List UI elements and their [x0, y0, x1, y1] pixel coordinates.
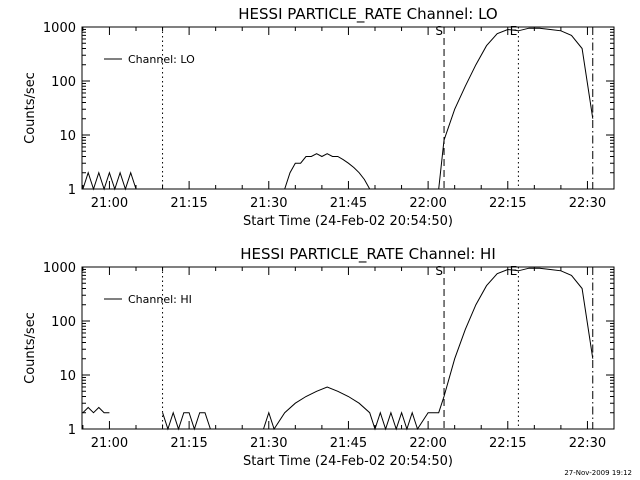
- x-tick-label: 22:00: [409, 196, 446, 211]
- y-tick-label: 1000: [43, 21, 76, 36]
- series-line: [284, 153, 371, 190]
- y-tick-label: 10: [59, 369, 76, 384]
- x-tick-label: 21:30: [250, 196, 287, 211]
- legend-label: Channel: HI: [128, 293, 192, 306]
- x-tick-label: 21:00: [91, 196, 128, 211]
- plot-frame: [81, 266, 615, 430]
- x-axis-label: Start Time (24-Feb-02 20:54:50): [243, 454, 453, 469]
- y-tick-label: 10: [59, 129, 76, 144]
- y-axis-label: Counts/sec: [23, 312, 38, 384]
- event-marker-label: E: [510, 24, 518, 38]
- x-tick-label: 21:15: [170, 436, 207, 451]
- y-tick-label: 100: [51, 315, 76, 330]
- plot-timestamp: 27-Nov-2009 19:12: [564, 469, 632, 477]
- x-axis-label: Start Time (24-Feb-02 20:54:50): [243, 214, 453, 229]
- chart-panel-hi: HESSI PARTICLE_RATE Channel: HI 1 10 100 100…: [23, 245, 615, 469]
- x-tick-label: 22:30: [569, 436, 606, 451]
- x-tick-label: 22:15: [489, 196, 526, 211]
- y-tick-label: 100: [51, 75, 76, 90]
- series-line: [263, 267, 594, 431]
- y-axis-label: Counts/sec: [23, 72, 38, 144]
- y-tick-label: 1: [68, 183, 76, 198]
- x-tick-label: 21:15: [170, 196, 207, 211]
- event-marker-label: S: [435, 24, 443, 38]
- chart-title: HESSI PARTICLE_RATE Channel: HI: [240, 245, 496, 264]
- legend-label: Channel: LO: [128, 53, 195, 66]
- x-tick-label: 22:15: [489, 436, 526, 451]
- x-tick-label: 21:45: [330, 196, 367, 211]
- event-marker-label: E: [510, 264, 518, 278]
- chart-panel-lo: HESSI PARTICLE_RATE Channel: LO 1 10 100 100…: [23, 5, 615, 229]
- x-tick-label: 22:30: [569, 196, 606, 211]
- x-tick-label: 21:45: [330, 436, 367, 451]
- series-line: [82, 406, 110, 414]
- series-line: [82, 171, 137, 191]
- chart-title: HESSI PARTICLE_RATE Channel: LO: [238, 5, 497, 24]
- x-tick-label: 21:30: [250, 436, 287, 451]
- x-tick-label: 22:00: [409, 436, 446, 451]
- event-marker-label: S: [435, 264, 443, 278]
- series-line: [438, 27, 594, 190]
- y-tick-label: 1: [68, 423, 76, 438]
- x-tick-label: 21:00: [91, 436, 128, 451]
- series-line: [162, 411, 216, 431]
- y-tick-label: 1000: [43, 261, 76, 276]
- plot-frame: [81, 26, 615, 190]
